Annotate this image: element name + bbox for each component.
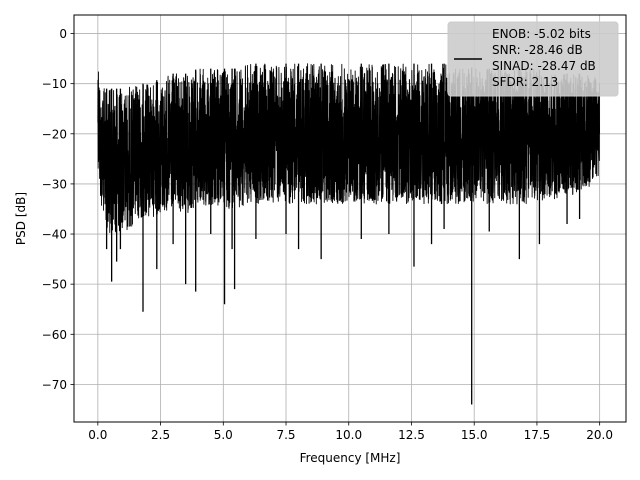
x-tick-label: 0.0 xyxy=(88,428,107,442)
psd-trace xyxy=(97,63,600,234)
plot-frame xyxy=(73,14,627,423)
y-tick-label: 0 xyxy=(59,27,67,41)
y-tick-label: −50 xyxy=(42,278,67,292)
y-axis-ticks: 0 −10 −20 −30 −40 −50 −60 −70 xyxy=(42,27,74,392)
x-tick-label: 17.5 xyxy=(524,428,551,442)
y-tick-label: −70 xyxy=(42,378,67,392)
x-tick-label: 15.0 xyxy=(461,428,488,442)
x-tick-label: 5.0 xyxy=(214,428,233,442)
legend-line-text: ENOB: -5.02 bits xyxy=(492,27,591,41)
y-tick-label: −20 xyxy=(42,127,67,141)
legend-line-text: SNR: -28.46 dB xyxy=(492,43,583,57)
legend-box xyxy=(447,21,619,97)
y-tick-label: −40 xyxy=(42,228,67,242)
x-tick-label: 7.5 xyxy=(276,428,295,442)
legend-line-text: SINAD: -28.47 dB xyxy=(492,59,596,73)
legend-line-text: SFDR: 2.13 xyxy=(492,75,558,89)
legend: ENOB: -5.02 bits SNR: -28.46 dB SINAD: -28… xyxy=(447,21,619,97)
legend-label: ENOB: -5.02 bits SNR: -28.46 dB SINAD: -28… xyxy=(492,27,596,89)
y-axis-label: PSD [dB] xyxy=(14,192,28,245)
y-tick-label: −60 xyxy=(42,328,67,342)
x-tick-label: 20.0 xyxy=(586,428,613,442)
y-tick-label: −10 xyxy=(42,77,67,91)
psd-series xyxy=(97,63,600,405)
x-tick-label: 12.5 xyxy=(398,428,425,442)
x-tick-label: 10.0 xyxy=(335,428,362,442)
y-tick-label: −30 xyxy=(42,177,67,191)
x-tick-label: 2.5 xyxy=(151,428,170,442)
x-axis-ticks: 0.0 2.5 5.0 7.5 10.0 12.5 15.0 17.5 20.0 xyxy=(88,422,613,442)
x-axis-label: Frequency [MHz] xyxy=(300,451,401,465)
